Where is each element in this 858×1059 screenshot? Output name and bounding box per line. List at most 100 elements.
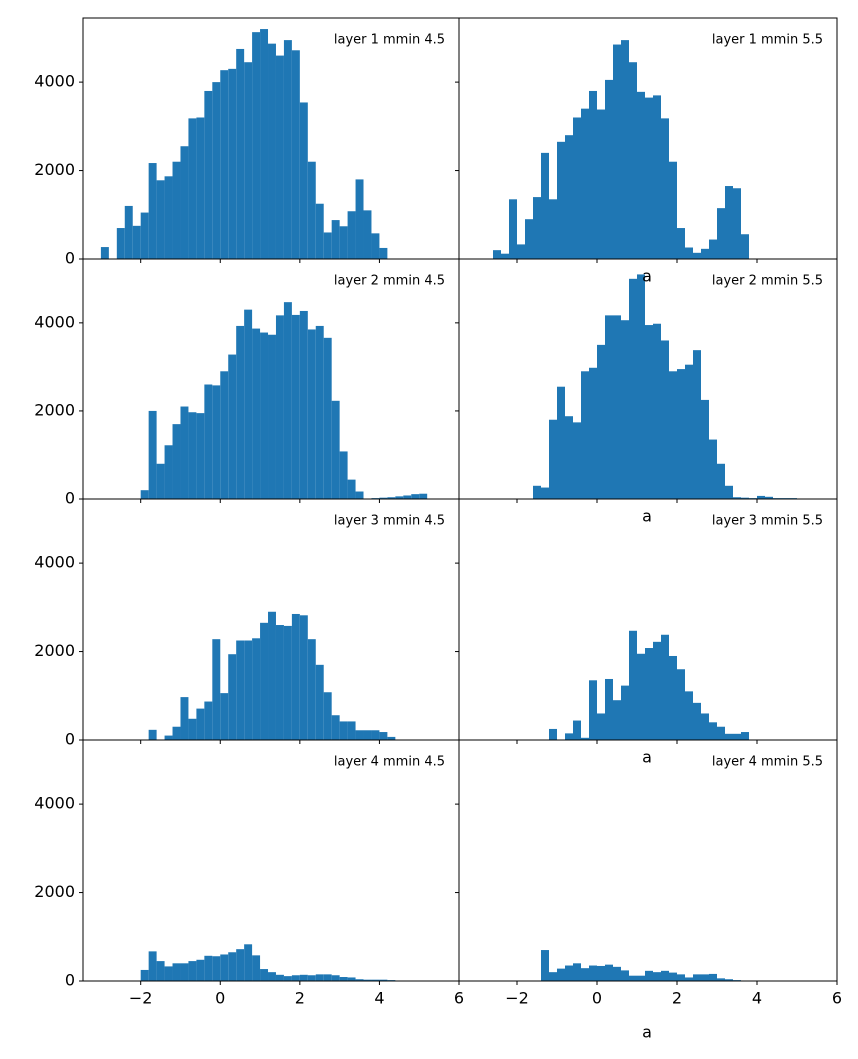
bar xyxy=(260,969,269,981)
bar xyxy=(661,340,669,499)
bar xyxy=(347,977,356,981)
bar xyxy=(283,976,292,981)
annotation: layer 2 mmin 4.5 xyxy=(334,274,445,289)
y-tick-label: 0 xyxy=(65,489,75,508)
bar xyxy=(709,439,717,499)
bar xyxy=(637,274,645,499)
bar xyxy=(275,315,284,499)
bar xyxy=(677,369,685,499)
bar xyxy=(541,152,549,259)
bar xyxy=(709,722,717,740)
annotation: layer 1 mmin 4.5 xyxy=(334,33,445,48)
bar xyxy=(299,310,308,499)
bar xyxy=(685,691,693,740)
bar xyxy=(275,974,284,981)
bar xyxy=(291,50,300,260)
bar xyxy=(621,40,629,259)
bar xyxy=(371,979,380,981)
x-axis-label: a xyxy=(642,507,652,526)
bar xyxy=(347,211,356,259)
bar xyxy=(565,416,573,499)
bar xyxy=(315,664,324,740)
x-tick-label: 6 xyxy=(454,989,464,1008)
bar xyxy=(653,641,661,740)
bar xyxy=(605,315,613,499)
x-tick-label: 2 xyxy=(295,989,305,1008)
bar xyxy=(725,186,733,259)
bar xyxy=(339,977,348,981)
bar xyxy=(220,693,229,740)
x-tick-label: 0 xyxy=(592,989,602,1008)
bar xyxy=(613,44,621,260)
bar xyxy=(228,952,237,981)
y-tick-label: 4000 xyxy=(34,553,75,572)
bar xyxy=(116,228,125,259)
bar xyxy=(669,161,677,259)
bar xyxy=(355,979,364,981)
panel xyxy=(455,498,838,744)
bar xyxy=(725,485,733,499)
annotation: layer 4 mmin 5.5 xyxy=(712,755,823,770)
bar xyxy=(140,212,149,259)
bar xyxy=(661,634,669,740)
bar xyxy=(220,70,229,260)
bar xyxy=(597,965,605,981)
bar xyxy=(725,979,733,981)
bar xyxy=(693,252,701,259)
bar xyxy=(244,62,253,259)
bar xyxy=(669,371,677,499)
bar xyxy=(172,963,181,981)
annotation: layer 2 mmin 5.5 xyxy=(712,274,823,289)
bar xyxy=(717,726,725,740)
bar xyxy=(291,975,300,981)
x-tick-label: 0 xyxy=(215,989,225,1008)
bar xyxy=(621,685,629,740)
bar xyxy=(307,161,316,259)
bar xyxy=(236,325,245,499)
bar xyxy=(411,494,420,499)
bar xyxy=(549,199,557,259)
bar xyxy=(204,955,213,981)
annotation: layer 1 mmin 5.5 xyxy=(712,33,823,48)
bar xyxy=(757,495,765,499)
bar xyxy=(605,79,613,259)
bar xyxy=(188,961,197,981)
y-tick-label: 2000 xyxy=(34,882,75,901)
bar xyxy=(347,721,356,740)
bar xyxy=(252,955,261,981)
bar xyxy=(244,944,253,981)
bar xyxy=(637,91,645,259)
bar xyxy=(605,678,613,740)
bar xyxy=(236,640,245,740)
bar xyxy=(765,496,773,499)
bar xyxy=(252,32,261,260)
bar xyxy=(613,966,621,981)
bar xyxy=(677,669,685,740)
bar xyxy=(597,109,605,259)
bar xyxy=(196,959,205,981)
panel xyxy=(79,17,460,263)
bar xyxy=(172,161,181,259)
bar xyxy=(100,247,109,259)
bar xyxy=(331,715,340,740)
bar xyxy=(549,728,557,740)
bar xyxy=(733,733,741,740)
bar xyxy=(379,732,388,740)
bar xyxy=(645,325,653,499)
bar xyxy=(669,655,677,740)
panel xyxy=(79,739,460,985)
bar xyxy=(589,680,597,740)
bar xyxy=(693,350,701,499)
annotation: layer 3 mmin 5.5 xyxy=(712,514,823,529)
bar xyxy=(419,493,428,499)
panel xyxy=(455,258,838,503)
bar xyxy=(148,729,157,740)
bar xyxy=(323,337,332,499)
bar xyxy=(709,239,717,259)
bar xyxy=(268,43,276,259)
bar xyxy=(132,225,141,259)
y-tick-label: 0 xyxy=(65,249,75,268)
bar xyxy=(379,979,388,981)
bar xyxy=(613,700,621,740)
